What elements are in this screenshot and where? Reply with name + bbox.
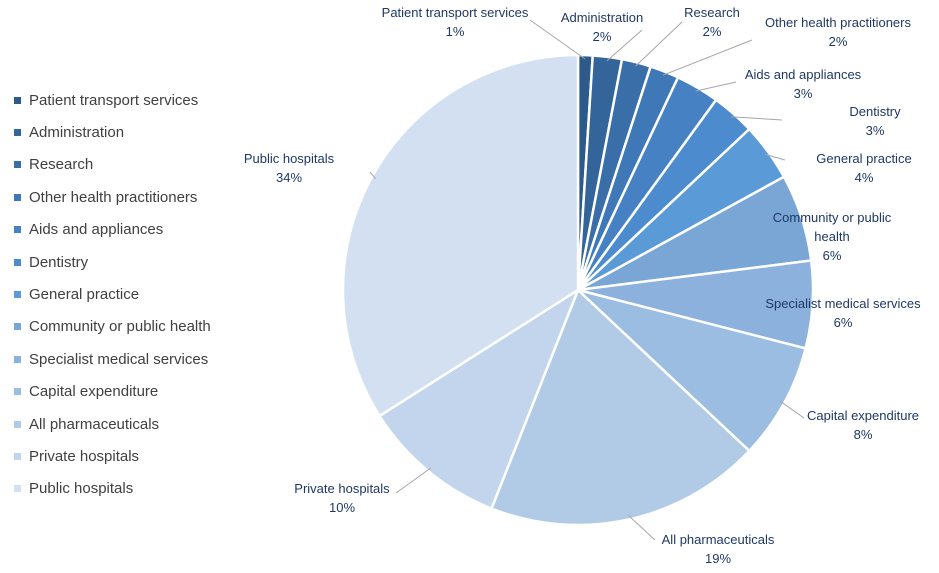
data-label-percent: 19% (705, 551, 731, 566)
legend-swatch (14, 388, 21, 396)
legend-item-other-health-practitioners: Other health practitioners (14, 181, 244, 213)
legend-label: Specialist medical services (29, 350, 209, 368)
legend-label: Administration (29, 124, 125, 142)
legend-label: Community or public health (29, 318, 211, 336)
legend-label: Research (29, 156, 94, 174)
legend-swatch (14, 323, 21, 331)
data-label-percent: 8% (854, 427, 873, 442)
legend-swatch (14, 258, 21, 266)
legend-item-patient-transport-services: Patient transport services (14, 84, 244, 116)
data-label-name: Community or public (773, 210, 892, 225)
chart-legend: Patient transport services Administration… (14, 84, 244, 505)
data-label-name: Capital expenditure (807, 408, 919, 423)
data-label-name: Other health practitioners (765, 15, 911, 30)
leader-line-research (635, 21, 683, 67)
leader-line-other-health-practitioners (662, 39, 753, 76)
legend-label: All pharmaceuticals (29, 415, 160, 433)
data-label-percent: 10% (329, 500, 355, 515)
legend-label: General practice (29, 286, 140, 304)
data-label-percent: 34% (276, 170, 302, 185)
data-label-name: Research (684, 5, 740, 20)
data-label-percent: 3% (866, 123, 885, 138)
leader-line-aids-and-appliances (695, 81, 737, 92)
data-label-all-pharmaceuticals: All pharmaceuticals 19% (662, 532, 775, 566)
legend-item-public-hospitals: Public hospitals (14, 473, 244, 505)
legend-label: Private hospitals (29, 447, 140, 465)
data-label-percent: 3% (794, 86, 813, 101)
legend-item-community-or-public-health: Community or public health (14, 311, 244, 343)
data-label-name: All pharmaceuticals (662, 532, 775, 547)
data-label-other-health-practitioners: Other health practitioners 2% (765, 15, 911, 49)
legend-item-administration: Administration (14, 116, 244, 148)
data-label-patient-transport-services: Patient transport services 1% (382, 5, 529, 39)
data-label-name: Patient transport services (382, 5, 529, 20)
data-label-name: Specialist medical services (765, 296, 921, 311)
data-label-percent: 6% (834, 315, 853, 330)
data-label-percent: 4% (855, 170, 874, 185)
data-label-name: Dentistry (849, 104, 901, 119)
legend-label: Dentistry (29, 253, 89, 271)
legend-label: Aids and appliances (29, 221, 164, 239)
legend-swatch (14, 485, 21, 493)
legend-item-general-practice: General practice (14, 278, 244, 310)
leader-line-administration (606, 29, 643, 62)
leader-line-all-pharmaceuticals (628, 515, 656, 541)
legend-item-private-hospitals: Private hospitals (14, 440, 244, 472)
legend-label: Other health practitioners (29, 188, 198, 206)
data-label-percent: 2% (829, 34, 848, 49)
leader-line-dentistry (730, 116, 783, 121)
data-label-name: Administration (561, 10, 643, 25)
data-label-capital-expenditure: Capital expenditure 8% (807, 408, 919, 442)
leader-line-general-practice (764, 153, 786, 161)
pie-slice-private-hospitals (377, 286, 581, 511)
data-label-name: General practice (816, 151, 911, 166)
data-label-percent: 1% (446, 24, 465, 39)
legend-swatch (14, 291, 21, 299)
data-label-community-or-public-health: Community or public health 6% (773, 210, 892, 263)
legend-item-aids-and-appliances: Aids and appliances (14, 214, 244, 246)
leader-line-public-hospitals (369, 171, 376, 180)
leader-line-patient-transport-services (529, 19, 586, 60)
pie-slice-public-hospitals (341, 53, 580, 418)
legend-swatch (14, 452, 21, 460)
data-label-administration: Administration 2% (561, 10, 643, 44)
data-label-private-hospitals: Private hospitals 10% (294, 481, 390, 515)
legend-swatch (14, 420, 21, 428)
legend-label: Capital expenditure (29, 383, 159, 401)
legend-swatch (14, 193, 21, 201)
legend-item-research: Research (14, 149, 244, 181)
data-label-research: Research 2% (684, 5, 740, 39)
legend-item-all-pharmaceuticals: All pharmaceuticals (14, 408, 244, 440)
data-label-aids-and-appliances: Aids and appliances 3% (745, 67, 862, 101)
data-label-dentistry: Dentistry 3% (849, 104, 901, 138)
leader-line-capital-expenditure (780, 400, 805, 419)
legend-swatch (14, 129, 21, 137)
legend-label: Patient transport services (29, 91, 199, 109)
leader-line-private-hospitals (395, 467, 432, 494)
data-label-public-hospitals: Public hospitals 34% (244, 151, 335, 185)
legend-swatch (14, 96, 21, 104)
legend-label: Public hospitals (29, 480, 134, 498)
data-label-percent: 6% (823, 248, 842, 263)
legend-item-dentistry: Dentistry (14, 246, 244, 278)
legend-swatch (14, 161, 21, 169)
data-label-name: Private hospitals (294, 481, 390, 496)
legend-item-capital-expenditure: Capital expenditure (14, 376, 244, 408)
data-label-name: health (814, 229, 849, 244)
data-label-name: Aids and appliances (745, 67, 862, 82)
data-label-general-practice: General practice 4% (816, 151, 911, 185)
data-label-name: Public hospitals (244, 151, 335, 166)
data-label-percent: 2% (703, 24, 722, 39)
legend-swatch (14, 226, 21, 234)
data-label-specialist-medical-services: Specialist medical services 6% (765, 296, 921, 330)
legend-item-specialist-medical-services: Specialist medical services (14, 343, 244, 375)
data-label-percent: 2% (593, 29, 612, 44)
legend-swatch (14, 355, 21, 363)
